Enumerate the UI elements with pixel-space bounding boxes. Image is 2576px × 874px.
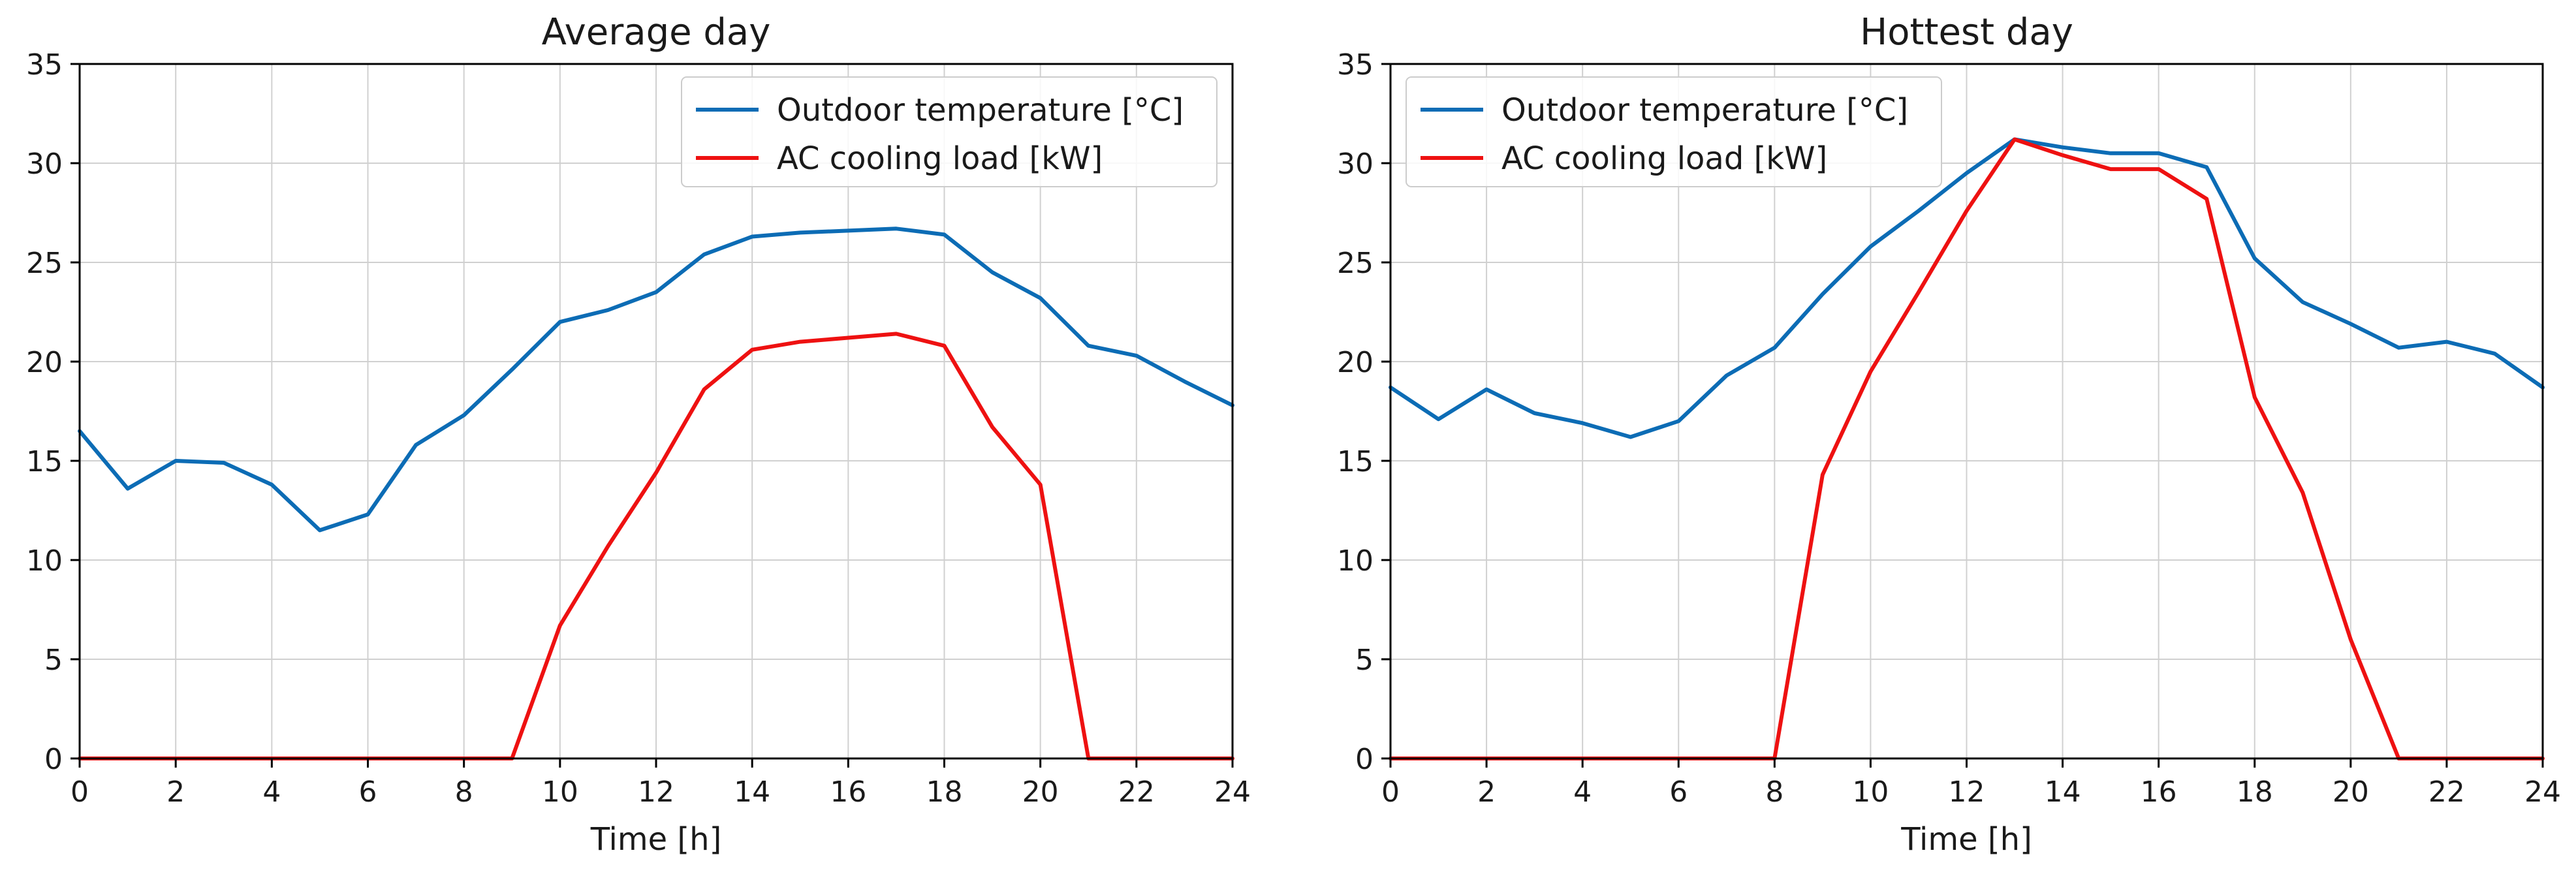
y-tick-label: 35 (26, 48, 63, 82)
x-tick-label: 0 (1381, 775, 1400, 809)
y-tick-label: 35 (1337, 48, 1374, 82)
x-tick-label: 24 (2524, 775, 2561, 809)
legend-label-outdoor-temperature: Outdoor temperature [°C] (777, 92, 1184, 129)
y-tick-label: 15 (1337, 445, 1374, 478)
y-tick-label: 25 (1337, 247, 1374, 280)
x-tick-label: 18 (2237, 775, 2273, 809)
y-tick-label: 5 (1355, 644, 1374, 677)
y-tick-label: 20 (1337, 346, 1374, 379)
y-tick-label: 15 (26, 445, 63, 478)
y-tick-label: 25 (26, 247, 63, 280)
x-tick-label: 4 (262, 775, 281, 809)
x-tick-label: 2 (166, 775, 185, 809)
x-tick-label: 16 (830, 775, 866, 809)
chart-panel-hottest-day: 0 2 4 6 8 10 12 14 16 18 20 22 2405101520253035Hotte… (1337, 11, 2561, 858)
x-tick-label: 22 (2428, 775, 2465, 809)
x-tick-label: 12 (1949, 775, 1985, 809)
legend-label-outdoor-temperature: Outdoor temperature [°C] (1501, 92, 1908, 129)
y-tick-label: 0 (1355, 743, 1374, 776)
y-tick-label: 10 (1337, 544, 1374, 578)
y-tick-label: 0 (44, 743, 63, 776)
chart-title: Average day (542, 11, 771, 54)
y-tick-label: 30 (1337, 148, 1374, 181)
y-tick-label: 20 (26, 346, 63, 379)
x-tick-label: 6 (1669, 775, 1688, 809)
x-tick-label: 8 (1765, 775, 1783, 809)
x-tick-label: 20 (2333, 775, 2369, 809)
x-tick-label: 6 (359, 775, 377, 809)
y-tick-label: 30 (26, 148, 63, 181)
x-axis-label: Time [h] (1900, 821, 2032, 858)
x-tick-label: 10 (1852, 775, 1889, 809)
legend (681, 76, 1217, 187)
x-tick-label: 2 (1477, 775, 1496, 809)
x-tick-label: 10 (542, 775, 578, 809)
x-tick-label: 18 (926, 775, 963, 809)
x-tick-label: 14 (734, 775, 770, 809)
x-tick-label: 4 (1573, 775, 1592, 809)
x-tick-label: 12 (638, 775, 674, 809)
series-line-outdoor-temperature (78, 226, 1234, 533)
x-tick-label: 24 (1214, 775, 1251, 809)
legend-label-ac-cooling-load: AC cooling load [kW] (1501, 140, 1827, 177)
x-tick-label: 0 (71, 775, 89, 809)
x-tick-label: 22 (1118, 775, 1155, 809)
x-tick-label: 14 (2045, 775, 2081, 809)
y-tick-label: 5 (44, 644, 63, 677)
x-tick-label: 20 (1022, 775, 1059, 809)
x-tick-label: 16 (2141, 775, 2177, 809)
series-line-outdoor-temperature (1389, 137, 2545, 439)
x-tick-label: 8 (455, 775, 473, 809)
chart-title: Hottest day (1860, 11, 2073, 54)
y-tick-label: 10 (26, 544, 63, 578)
legend-label-ac-cooling-load: AC cooling load [kW] (777, 140, 1103, 177)
x-axis-label: Time [h] (590, 821, 722, 858)
chart-panel-average-day: 0 2 4 6 8 10 12 14 16 18 20 22 2405101520253035Avera… (26, 11, 1251, 858)
legend (1406, 76, 1942, 187)
